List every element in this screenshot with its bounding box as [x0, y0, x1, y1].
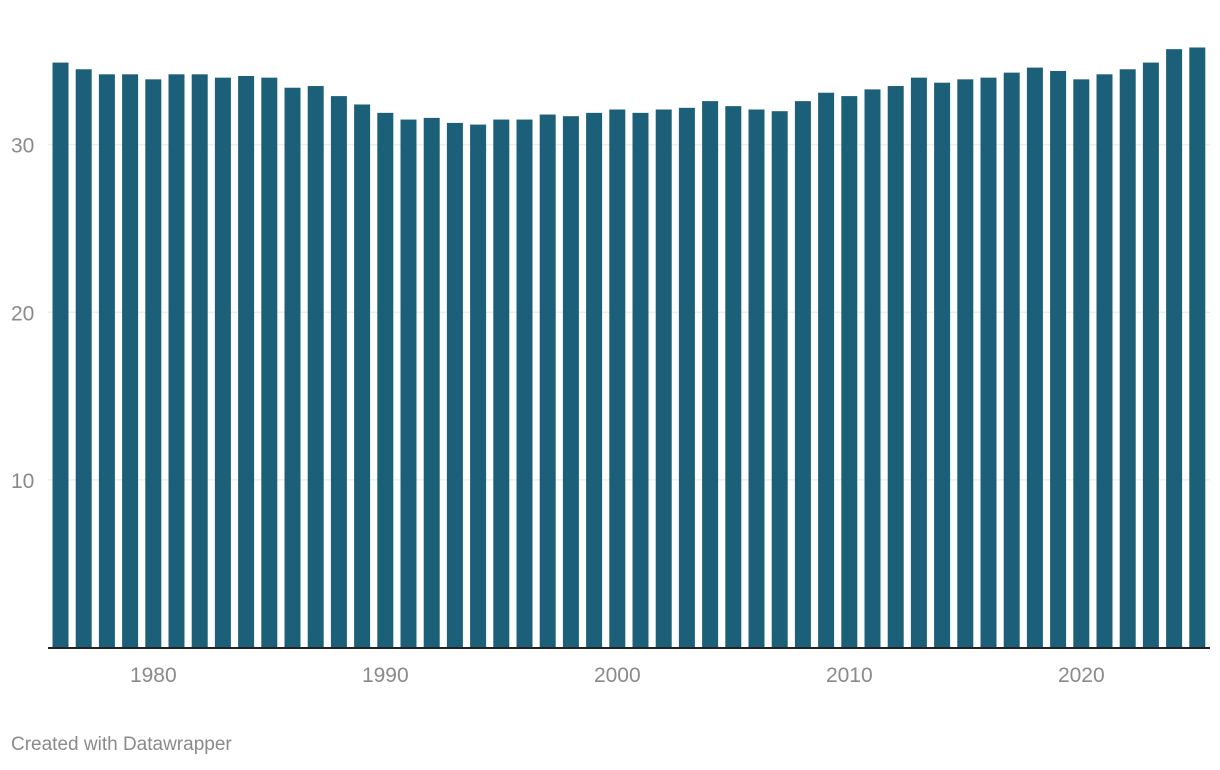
bar-2014	[934, 82, 951, 648]
bar-2018	[1026, 67, 1043, 648]
bar-2000	[609, 109, 626, 648]
bar-1978	[98, 74, 115, 648]
bar-1988	[330, 96, 347, 648]
bar-1991	[400, 119, 417, 648]
bar-2023	[1142, 62, 1159, 648]
x-tick-label: 2000	[594, 664, 641, 687]
bar-1982	[191, 74, 208, 648]
bar-2022	[1119, 69, 1136, 648]
bar-2001	[632, 112, 649, 648]
bar-1999	[586, 112, 603, 648]
bar-2003	[678, 107, 695, 648]
bar-1986	[284, 87, 301, 648]
bar-2016	[980, 77, 997, 648]
y-tick-label: 20	[11, 302, 34, 325]
bar-1981	[168, 74, 185, 648]
bar-1997	[539, 114, 556, 648]
bar-1989	[354, 104, 371, 648]
bar-1979	[122, 74, 139, 648]
bar-2004	[702, 101, 719, 648]
bar-2015	[957, 79, 974, 648]
bar-1987	[307, 86, 324, 648]
y-tick-label: 10	[11, 470, 34, 493]
bar-2007	[771, 111, 788, 648]
bar-2020	[1073, 79, 1090, 648]
bar-1994	[470, 124, 487, 648]
bar-1977	[75, 69, 92, 648]
x-tick-label: 2010	[826, 664, 873, 687]
bar-1984	[238, 75, 255, 648]
x-tick-label: 1980	[130, 664, 177, 687]
bar-2002	[655, 109, 672, 648]
bar-1993	[446, 122, 463, 648]
bars-layer	[52, 47, 1206, 648]
bar-1983	[214, 77, 231, 648]
bar-1998	[562, 116, 579, 648]
bar-2009	[818, 92, 835, 648]
x-tick-label: 1990	[362, 664, 409, 687]
bar-2010	[841, 96, 858, 648]
credit-text: Created with Datawrapper	[11, 734, 232, 755]
bar-1990	[377, 112, 394, 648]
bar-2019	[1050, 70, 1067, 648]
bar-2013	[910, 77, 927, 648]
bar-1985	[261, 77, 278, 648]
bar-2012	[887, 86, 904, 648]
bar-2021	[1096, 74, 1113, 648]
bar-1980	[145, 79, 162, 648]
bar-2011	[864, 89, 881, 648]
bar-1995	[493, 119, 510, 648]
bar-2017	[1003, 72, 1020, 648]
bar-1992	[423, 117, 440, 648]
bar-2025	[1189, 47, 1206, 648]
bar-2024	[1166, 49, 1183, 648]
bar-2005	[725, 106, 742, 648]
bar-2006	[748, 109, 765, 648]
bar-1976	[52, 62, 69, 648]
bar-2008	[794, 101, 811, 648]
bar-1996	[516, 119, 533, 648]
x-tick-label: 2020	[1058, 664, 1105, 687]
axis-layer: 1980 1990 2000 2010 2020	[48, 647, 1210, 687]
y-tick-label: 30	[11, 135, 34, 158]
